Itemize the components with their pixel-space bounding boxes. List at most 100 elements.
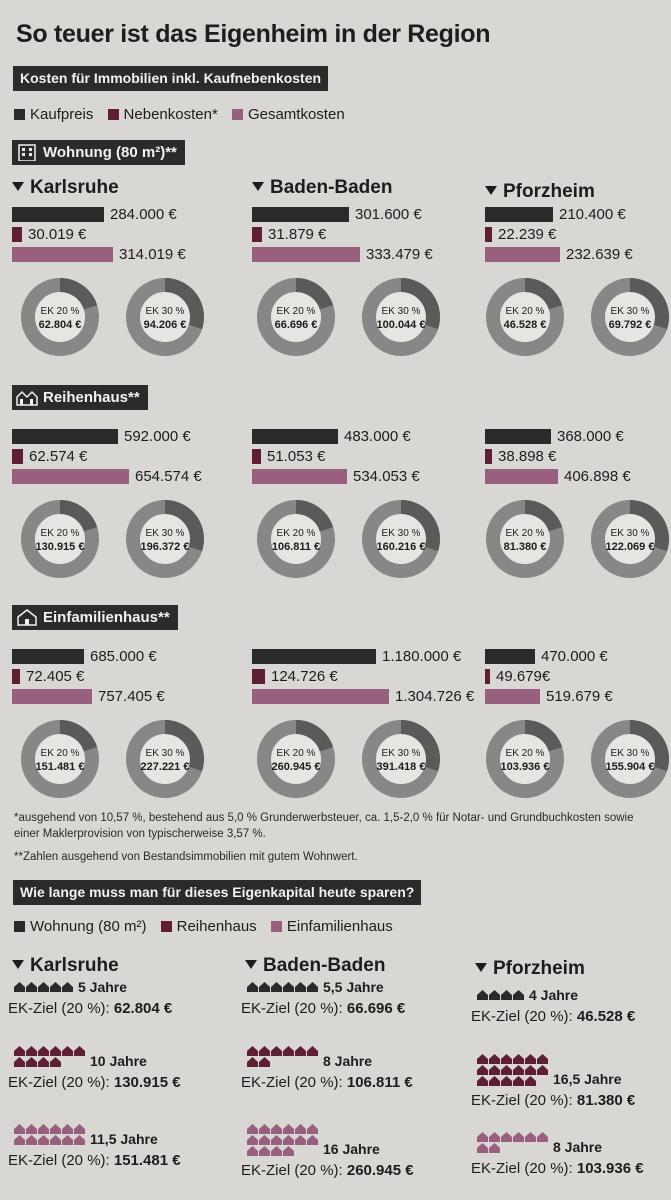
house-icon bbox=[259, 1046, 270, 1056]
bar-value-label: 314.019 € bbox=[119, 246, 186, 263]
donut-segment-ek20 bbox=[257, 278, 335, 356]
savings-goal: EK-Ziel (20 %): 103.936 € bbox=[471, 1160, 644, 1177]
legend-item-gesamtkosten: Gesamtkosten bbox=[231, 106, 345, 123]
bar-value-label: 30.019 € bbox=[28, 226, 87, 243]
bar-kaufpreis bbox=[252, 429, 338, 444]
house-icon bbox=[477, 1065, 488, 1075]
donut-ek20: EK 20 % 62.804 € bbox=[20, 277, 100, 357]
donut-chart-ek20: EK 20 % 46.528 € bbox=[486, 278, 564, 356]
city-name: Pforzheim bbox=[503, 181, 595, 202]
bar-value-label: 1.304.726 € bbox=[395, 688, 475, 705]
bar-nebenkosten bbox=[252, 227, 262, 242]
donut-value: 227.221 € bbox=[141, 761, 190, 773]
bar-nebenkosten bbox=[485, 669, 490, 684]
savings-houses-row bbox=[14, 1124, 89, 1146]
legend-swatch-gesamtkosten bbox=[231, 109, 243, 120]
savings-houses-row bbox=[247, 982, 322, 993]
savings-goal-value: 46.528 € bbox=[576, 1008, 636, 1025]
house-icon bbox=[74, 1124, 85, 1134]
donut-ek30: EK 30 % 100.044 € bbox=[361, 277, 441, 357]
donut-ek30: EK 30 % 391.418 € bbox=[361, 719, 441, 799]
savings-legend-label-reihenhaus: Reihenhaus bbox=[176, 918, 257, 935]
section-header-2: Einfamilienhaus** bbox=[12, 605, 178, 630]
bar-kaufpreis bbox=[485, 207, 553, 222]
house-icon bbox=[38, 1057, 49, 1067]
house-icon bbox=[259, 1146, 270, 1156]
donut-value: 46.528 € bbox=[504, 319, 547, 331]
bar-value-label: 470.000 € bbox=[541, 648, 608, 665]
house-icon bbox=[489, 1076, 500, 1086]
house-icon bbox=[14, 1135, 25, 1145]
donut-segment-ek30 bbox=[126, 720, 204, 798]
legend-item-nebenkosten: Nebenkosten* bbox=[107, 106, 218, 123]
detached-house-icon bbox=[16, 609, 38, 626]
donut-segment-ek20 bbox=[21, 278, 99, 356]
house-icon bbox=[307, 1046, 318, 1056]
donut-value: 62.804 € bbox=[39, 319, 82, 331]
donut-label: EK 30 % bbox=[382, 528, 421, 539]
bar-gesamtkosten bbox=[252, 469, 347, 484]
donut-segment-ek30 bbox=[362, 500, 440, 578]
footnote-2: **Zahlen ausgehend von Bestandsimmobilie… bbox=[14, 851, 358, 863]
donut-label: EK 20 % bbox=[506, 528, 545, 539]
bar-nebenkosten bbox=[12, 669, 20, 684]
savings-legend-wohnung: Wohnung (80 m²) bbox=[14, 918, 146, 935]
savings-legend-label-wohnung: Wohnung (80 m²) bbox=[30, 918, 147, 935]
bar-gesamtkosten bbox=[12, 689, 92, 704]
donut-value: 155.904 € bbox=[606, 761, 655, 773]
house-icon bbox=[259, 1124, 270, 1134]
savings-houses-row bbox=[247, 1046, 322, 1068]
legend-swatch-nebenkosten bbox=[107, 109, 119, 120]
bar-value-label: 534.053 € bbox=[353, 468, 420, 485]
savings-houses-row bbox=[247, 1124, 322, 1157]
house-icon bbox=[307, 982, 318, 992]
house-icon bbox=[489, 1132, 500, 1142]
donut-ek20: EK 20 % 260.945 € bbox=[256, 719, 336, 799]
donut-chart-ek20: EK 20 % 66.696 € bbox=[257, 278, 335, 356]
savings-houses-row bbox=[477, 990, 552, 1001]
house-icon bbox=[62, 1135, 73, 1145]
donut-chart-ek30: EK 30 % 160.216 € bbox=[362, 500, 440, 578]
donut-value: 151.481 € bbox=[36, 761, 85, 773]
donut-chart-ek30: EK 30 % 391.418 € bbox=[362, 720, 440, 798]
house-icon bbox=[525, 1132, 536, 1142]
house-icon bbox=[271, 1124, 282, 1134]
donut-value: 66.696 € bbox=[275, 319, 318, 331]
donut-label: EK 20 % bbox=[41, 306, 80, 317]
house-icon bbox=[247, 1146, 258, 1156]
savings-goal: EK-Ziel (20 %): 130.915 € bbox=[8, 1074, 181, 1091]
section-title: Wohnung (80 m²)** bbox=[43, 144, 177, 161]
savings-goal: EK-Ziel (20 %): 62.804 € bbox=[8, 1000, 172, 1017]
house-icon bbox=[26, 1057, 37, 1067]
donut-chart-ek20: EK 20 % 103.936 € bbox=[486, 720, 564, 798]
donut-segment-ek20 bbox=[21, 500, 99, 578]
savings-years: 4 Jahre bbox=[529, 987, 579, 1003]
donut-label: EK 30 % bbox=[146, 528, 185, 539]
bar-value-label: 406.898 € bbox=[564, 468, 631, 485]
donut-value: 122.069 € bbox=[606, 541, 655, 553]
bar-gesamtkosten bbox=[485, 247, 560, 262]
bar-value-label: 685.000 € bbox=[90, 648, 157, 665]
bar-nebenkosten bbox=[485, 449, 492, 464]
house-icon bbox=[283, 1146, 294, 1156]
cost-legend: Kaufpreis Nebenkosten* Gesamtkosten bbox=[14, 106, 355, 123]
donut-chart-ek20: EK 20 % 260.945 € bbox=[257, 720, 335, 798]
house-icon bbox=[525, 1054, 536, 1064]
house-icon bbox=[38, 1135, 49, 1145]
house-icon bbox=[14, 1124, 25, 1134]
city-heading-0: Karlsruhe bbox=[12, 177, 119, 199]
savings-goal-value: 66.696 € bbox=[346, 1000, 406, 1017]
savings-city-heading-2: Pforzheim bbox=[475, 958, 585, 980]
donut-label: EK 20 % bbox=[506, 748, 545, 759]
house-icon bbox=[525, 1065, 536, 1075]
savings-city-heading-1: Baden-Baden bbox=[245, 955, 385, 977]
donut-segment-ek30 bbox=[591, 720, 669, 798]
donut-ek30: EK 30 % 227.221 € bbox=[125, 719, 205, 799]
donut-label: EK 20 % bbox=[277, 748, 316, 759]
savings-goal-label: EK-Ziel (20 %): bbox=[241, 1162, 347, 1179]
donut-segment-ek30 bbox=[126, 500, 204, 578]
savings-goal-label: EK-Ziel (20 %): bbox=[471, 1160, 577, 1177]
caret-down-icon bbox=[485, 186, 497, 195]
house-icon bbox=[489, 1143, 500, 1153]
donut-segment-ek20 bbox=[486, 500, 564, 578]
